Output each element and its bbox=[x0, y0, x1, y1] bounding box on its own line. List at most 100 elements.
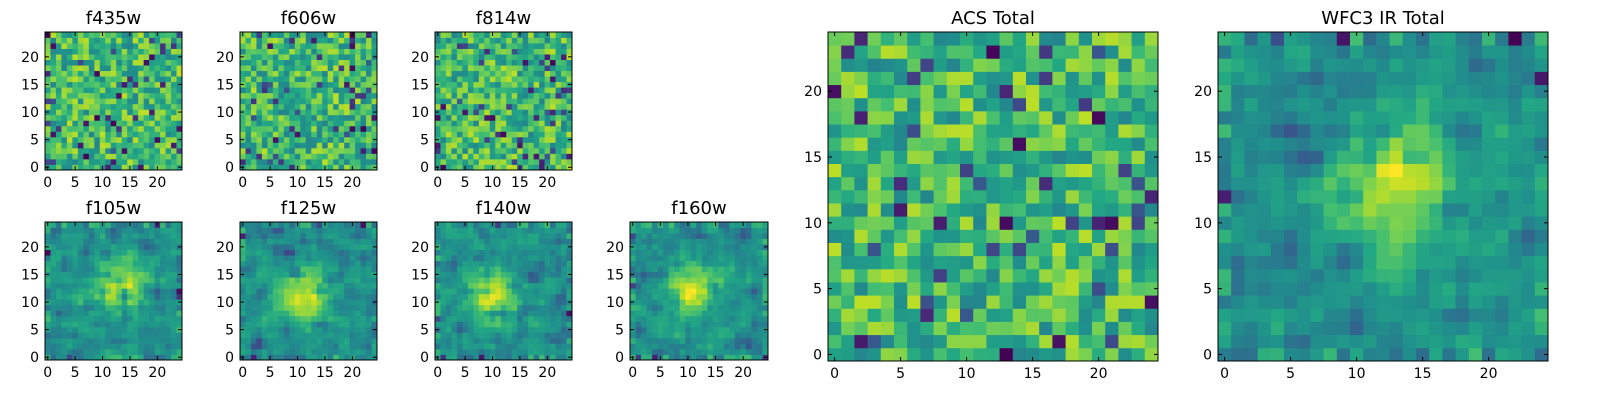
heatmap-cell bbox=[894, 203, 908, 217]
heatmap-cell bbox=[635, 332, 642, 339]
heatmap-cell bbox=[489, 326, 496, 333]
heatmap-cell bbox=[641, 354, 647, 361]
heatmap-cell bbox=[45, 310, 51, 317]
heatmap-cell bbox=[679, 255, 686, 262]
heatmap-cell bbox=[171, 70, 177, 77]
heatmap-cell bbox=[445, 103, 452, 110]
heatmap-cell bbox=[484, 81, 491, 88]
heatmap-cell bbox=[566, 343, 573, 350]
heatmap-cell bbox=[110, 271, 117, 278]
heatmap-cell bbox=[355, 321, 361, 328]
heatmap-cell bbox=[544, 343, 551, 350]
heatmap-cell bbox=[99, 304, 106, 311]
heatmap-cell bbox=[300, 271, 307, 278]
heatmap-cell bbox=[451, 164, 458, 171]
heatmap-cell bbox=[72, 153, 79, 160]
heatmap-cell bbox=[45, 59, 51, 66]
heatmap-cell bbox=[999, 334, 1014, 349]
heatmap-cell bbox=[366, 249, 372, 256]
heatmap-cell bbox=[143, 153, 150, 160]
heatmap-cell bbox=[327, 326, 334, 333]
heatmap-cell bbox=[489, 131, 496, 138]
heatmap-cell bbox=[445, 310, 452, 317]
heatmap-cell bbox=[440, 271, 447, 278]
y-tick-label: 15 bbox=[216, 77, 234, 93]
heatmap-cell bbox=[154, 131, 161, 138]
heatmap-cell bbox=[366, 103, 372, 110]
heatmap-cell bbox=[522, 70, 529, 77]
heatmap-cell bbox=[250, 337, 257, 344]
heatmap-cell bbox=[1012, 189, 1027, 204]
heatmap-cell bbox=[440, 164, 447, 171]
heatmap-cell bbox=[528, 158, 535, 165]
heatmap-cell bbox=[355, 337, 361, 344]
heatmap-cell bbox=[55, 76, 62, 83]
heatmap-cell bbox=[99, 120, 106, 127]
heatmap-cell bbox=[707, 332, 714, 339]
heatmap-cell bbox=[550, 147, 556, 154]
heatmap-cell bbox=[165, 277, 172, 284]
heatmap-cell bbox=[740, 348, 747, 355]
heatmap-cell bbox=[1039, 216, 1053, 230]
heatmap-cell bbox=[333, 59, 340, 66]
heatmap-cell bbox=[94, 81, 101, 88]
heatmap-cell bbox=[132, 153, 139, 160]
heatmap-cell bbox=[561, 233, 567, 239]
heatmap-cell bbox=[522, 92, 529, 99]
heatmap-cell bbox=[517, 310, 524, 317]
heatmap-cell bbox=[338, 98, 345, 105]
heatmap-cell bbox=[294, 282, 301, 289]
heatmap-cell bbox=[841, 334, 855, 349]
heatmap-cell bbox=[127, 288, 134, 295]
heatmap-cell bbox=[250, 147, 257, 154]
heatmap-cell bbox=[1144, 189, 1159, 204]
heatmap-cell bbox=[550, 293, 556, 300]
heatmap-cell bbox=[539, 238, 545, 245]
heatmap-cell bbox=[327, 131, 334, 138]
heatmap-cell bbox=[278, 343, 285, 350]
heatmap-cell bbox=[517, 238, 524, 245]
heatmap-cell bbox=[663, 282, 670, 289]
heatmap-cell bbox=[116, 65, 123, 72]
heatmap-cell bbox=[127, 98, 134, 105]
heatmap-cell bbox=[456, 131, 463, 138]
heatmap-cell bbox=[160, 164, 166, 171]
heatmap-cell bbox=[729, 348, 736, 355]
heatmap-cell bbox=[467, 158, 474, 165]
heatmap-cell bbox=[55, 299, 62, 306]
heatmap-cell bbox=[506, 59, 513, 66]
y-tick-label: 0 bbox=[30, 350, 39, 366]
heatmap-cell bbox=[451, 147, 458, 154]
heatmap-cell bbox=[484, 76, 491, 83]
heatmap-cell bbox=[61, 87, 68, 94]
heatmap-cell bbox=[445, 158, 452, 165]
heatmap-cell bbox=[245, 266, 252, 273]
heatmap-cell bbox=[171, 76, 177, 83]
heatmap-cell bbox=[360, 147, 367, 154]
heatmap-cell bbox=[165, 266, 172, 273]
heatmap-cell bbox=[55, 321, 62, 328]
heatmap-cell bbox=[294, 125, 301, 132]
heatmap-cell bbox=[635, 315, 642, 322]
heatmap-cell bbox=[723, 321, 730, 328]
heatmap-cell bbox=[828, 163, 842, 178]
heatmap-cell bbox=[294, 92, 301, 99]
heatmap-cell bbox=[300, 131, 307, 138]
heatmap-cell bbox=[338, 54, 345, 60]
heatmap-cell bbox=[561, 136, 567, 143]
heatmap-cell bbox=[1105, 255, 1119, 270]
heatmap-cell bbox=[316, 87, 323, 94]
heatmap-cell bbox=[960, 295, 974, 309]
heatmap-cell bbox=[99, 293, 106, 300]
heatmap-cell bbox=[138, 131, 145, 138]
heatmap-cell bbox=[154, 120, 161, 127]
heatmap-cell bbox=[668, 255, 675, 262]
heatmap-cell bbox=[484, 249, 491, 256]
heatmap-cell bbox=[322, 315, 329, 322]
heatmap-cell bbox=[522, 54, 529, 60]
heatmap-cell bbox=[756, 255, 763, 262]
heatmap-cell bbox=[729, 332, 736, 339]
heatmap-cell bbox=[946, 203, 961, 217]
heatmap-cell bbox=[696, 244, 703, 250]
heatmap-cell bbox=[322, 70, 329, 77]
